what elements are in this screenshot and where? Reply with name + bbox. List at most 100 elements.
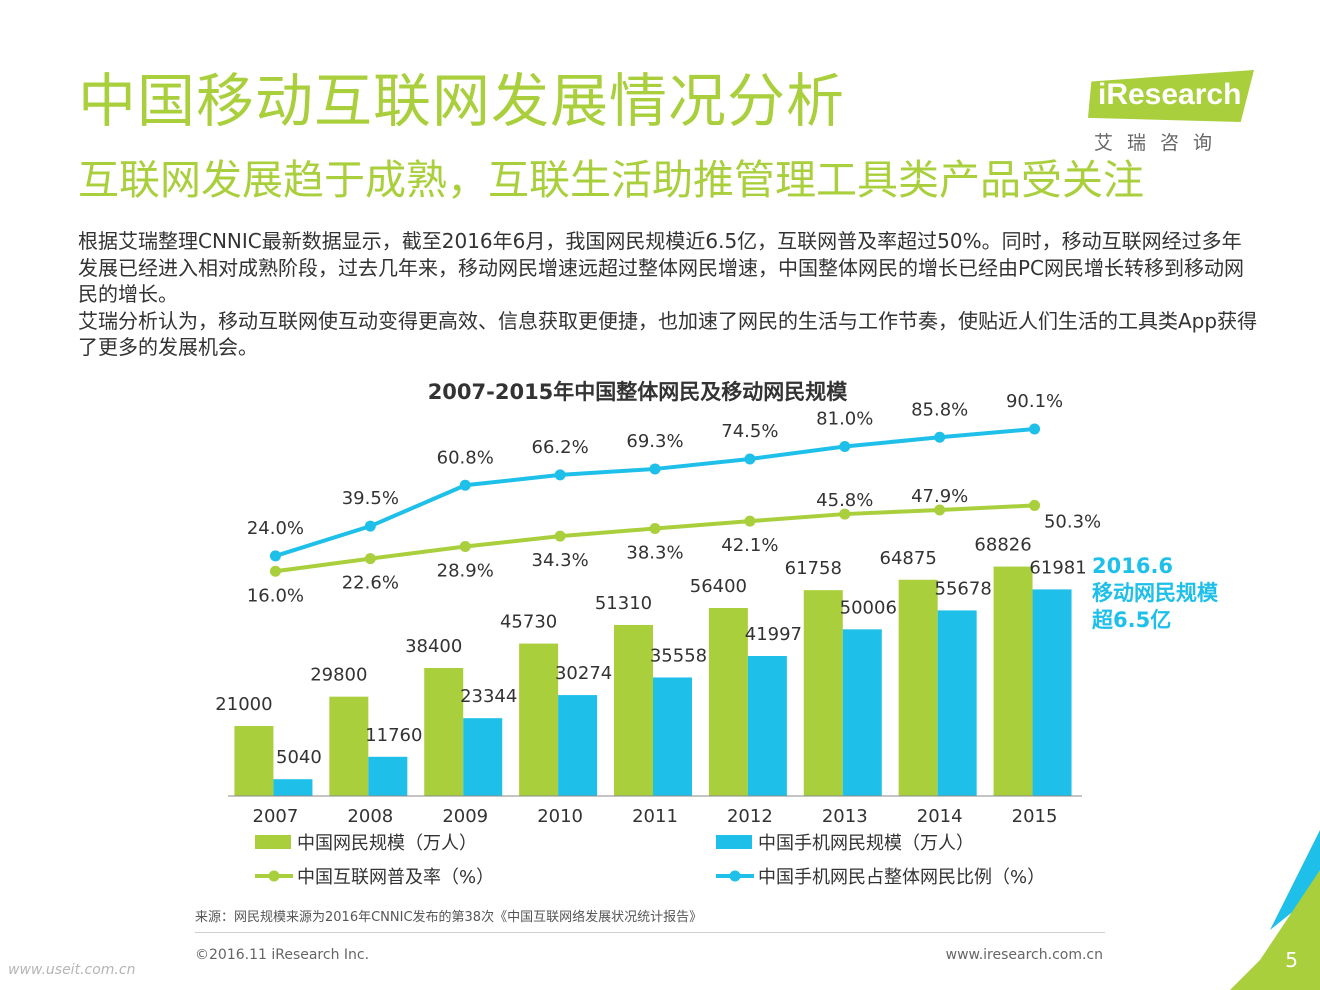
bar-mobile-2007 xyxy=(273,779,313,796)
legend-label-3: 中国手机网民占整体网民比例（%） xyxy=(758,867,1045,888)
x-tick-2010: 2010 xyxy=(537,806,583,827)
point-label-penetration-2009: 28.9% xyxy=(437,561,494,582)
bar-mobile-2012 xyxy=(747,656,787,796)
bar-label-netizen-2014: 64875 xyxy=(880,548,937,569)
website-link[interactable]: www.iresearch.com.cn xyxy=(945,947,1103,963)
bar-mobile-2013 xyxy=(842,629,882,796)
x-tick-2009: 2009 xyxy=(442,806,488,827)
bar-label-netizen-2011: 51310 xyxy=(595,593,652,614)
bar-mobile-2011 xyxy=(653,677,692,796)
corner-green-shape xyxy=(1230,870,1320,990)
bar-label-mobile-2011: 35558 xyxy=(650,645,707,666)
corner-blue-shape xyxy=(1270,830,1320,930)
point-label-penetration-2011: 38.3% xyxy=(626,542,683,563)
x-tick-2008: 2008 xyxy=(347,806,393,827)
bar-mobile-2008 xyxy=(368,756,408,796)
legend-marker-2 xyxy=(268,870,280,882)
bar-label-netizen-2015: 68826 xyxy=(974,535,1031,556)
bar-label-netizen-2013: 61758 xyxy=(785,558,842,579)
body-text: 根据艾瑞整理CNNIC最新数据显示，截至2016年6月，我国网民规模近6.5亿，… xyxy=(78,228,1258,361)
page-title: 中国移动互联网发展情况分析 xyxy=(78,67,846,135)
point-label-mobile-ratio-2007: 24.0% xyxy=(247,518,304,539)
logo-subtext: 艾瑞咨询 xyxy=(1094,132,1227,154)
point-label-mobile-ratio-2015: 90.1% xyxy=(1006,391,1063,412)
legend-label-0: 中国网民规模（万人） xyxy=(297,833,477,854)
callout-date: 2016.6 xyxy=(1092,554,1174,578)
bar-label-netizen-2009: 38400 xyxy=(405,636,462,657)
corner-decoration xyxy=(1230,830,1320,990)
point-label-penetration-2007: 16.0% xyxy=(247,585,304,606)
bar-netizen-2013 xyxy=(803,590,843,796)
bar-netizen-2012 xyxy=(708,608,748,796)
page-subtitle: 互联网发展趋于成熟，互联生活助推管理工具类产品受关注 xyxy=(78,156,1144,204)
point-label-penetration-2014: 47.9% xyxy=(911,486,968,507)
point-mobile-ratio-2007 xyxy=(269,550,281,562)
watermark: www.useit.com.cn xyxy=(8,962,136,978)
point-label-mobile-ratio-2011: 69.3% xyxy=(626,431,683,452)
point-mobile-ratio-2013 xyxy=(839,440,851,452)
point-mobile-ratio-2011 xyxy=(649,463,661,475)
point-penetration-2009 xyxy=(459,541,471,553)
point-label-mobile-ratio-2010: 66.2% xyxy=(532,437,589,458)
bar-netizen-2014 xyxy=(898,579,938,796)
logo-text: iResearch xyxy=(1098,78,1242,111)
point-penetration-2007 xyxy=(269,565,281,577)
x-tick-2007: 2007 xyxy=(253,806,299,827)
legend-label-1: 中国手机网民规模（万人） xyxy=(758,833,974,854)
legend-swatch-1 xyxy=(716,835,752,849)
x-tick-2011: 2011 xyxy=(632,806,678,827)
page-number: 5 xyxy=(1285,948,1298,972)
legend-swatch-0 xyxy=(255,835,291,849)
footer-divider xyxy=(195,932,1105,933)
body-paragraph-2: 艾瑞分析认为，移动互联网使互动变得更高效、信息获取更便捷，也加速了网民的生活与工… xyxy=(78,308,1258,360)
bar-label-mobile-2012: 41997 xyxy=(745,624,802,645)
body-paragraph-1: 根据艾瑞整理CNNIC最新数据显示，截至2016年6月，我国网民规模近6.5亿，… xyxy=(78,229,1245,306)
point-label-penetration-2012: 42.1% xyxy=(721,535,778,556)
bar-label-mobile-2009: 23344 xyxy=(460,686,517,707)
bar-label-netizen-2012: 56400 xyxy=(690,576,747,597)
bar-label-mobile-2013: 50006 xyxy=(840,597,897,618)
legend-marker-3 xyxy=(729,870,741,882)
point-penetration-2015 xyxy=(1029,499,1041,511)
bar-mobile-2014 xyxy=(937,610,977,796)
x-tick-2013: 2013 xyxy=(822,806,868,827)
x-tick-2014: 2014 xyxy=(917,806,963,827)
point-penetration-2014 xyxy=(934,504,946,516)
point-penetration-2012 xyxy=(744,515,756,527)
bar-label-netizen-2008: 29800 xyxy=(310,665,367,686)
bar-netizen-2015 xyxy=(993,566,1033,796)
source-note: 来源：网民规模来源为2016年CNNIC发布的第38次《中国互联网络发展状况统计… xyxy=(195,910,703,925)
point-label-mobile-ratio-2012: 74.5% xyxy=(721,421,778,442)
copyright: ©2016.11 iResearch Inc. xyxy=(195,947,370,963)
bar-netizen-2011 xyxy=(614,624,653,796)
bar-label-mobile-2014: 55678 xyxy=(935,578,992,599)
bar-mobile-2015 xyxy=(1032,589,1072,796)
bar-label-mobile-2010: 30274 xyxy=(555,663,612,684)
point-mobile-ratio-2008 xyxy=(364,520,376,532)
point-penetration-2011 xyxy=(649,522,661,534)
point-label-penetration-2015: 50.3% xyxy=(1044,511,1101,532)
point-mobile-ratio-2014 xyxy=(934,431,946,443)
callout-value: 超6.5亿 xyxy=(1092,608,1172,632)
bar-mobile-2009 xyxy=(463,718,503,796)
point-mobile-ratio-2009 xyxy=(459,479,471,491)
bar-netizen-2007 xyxy=(234,726,274,796)
point-label-mobile-ratio-2008: 39.5% xyxy=(342,488,399,509)
bar-label-mobile-2015: 61981 xyxy=(1029,557,1086,578)
point-label-mobile-ratio-2009: 60.8% xyxy=(437,447,494,468)
bar-mobile-2010 xyxy=(558,695,598,796)
legend-label-2: 中国互联网普及率（%） xyxy=(297,867,494,888)
bar-label-mobile-2007: 5040 xyxy=(276,747,322,768)
point-label-penetration-2010: 34.3% xyxy=(532,550,589,571)
point-mobile-ratio-2010 xyxy=(554,469,566,481)
point-mobile-ratio-2012 xyxy=(744,453,756,465)
bar-label-mobile-2008: 11760 xyxy=(365,725,422,746)
point-mobile-ratio-2015 xyxy=(1029,423,1041,435)
point-label-mobile-ratio-2013: 81.0% xyxy=(816,408,873,429)
callout: 2016.6 移动网民规模 超6.5亿 xyxy=(1092,553,1218,634)
bar-label-netizen-2007: 21000 xyxy=(215,694,272,715)
bar-netizen-2009 xyxy=(424,668,464,796)
bar-netizen-2010 xyxy=(519,643,559,796)
bar-label-netizen-2010: 45730 xyxy=(500,612,557,633)
